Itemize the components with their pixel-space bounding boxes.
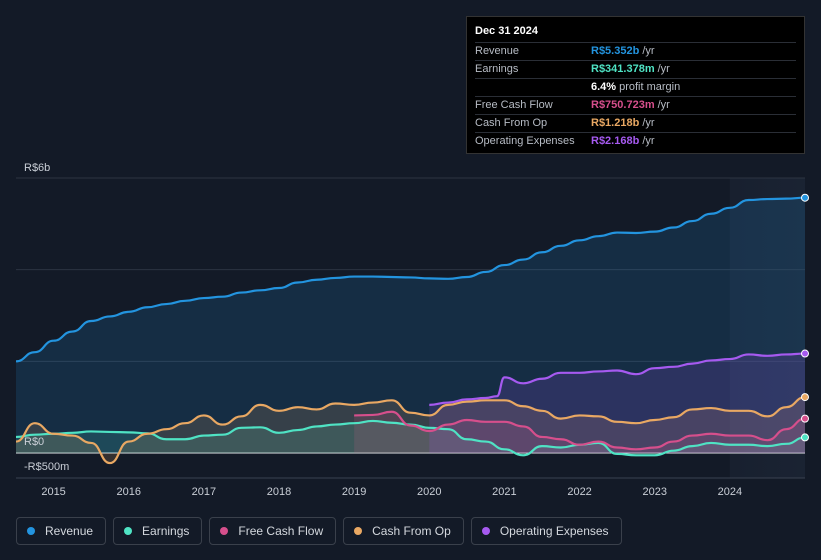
tooltip-row-label: Cash From Op <box>475 117 548 129</box>
legend-item-free-cash-flow[interactable]: Free Cash Flow <box>209 517 337 545</box>
tooltip-row-revenue: Revenue R$5.352b/yr <box>475 43 796 61</box>
tooltip-row-unit: /yr <box>657 63 670 75</box>
tooltip-row-value: R$1.218b <box>591 117 640 129</box>
tooltip-row-unit: /yr <box>657 99 670 111</box>
tooltip-row-unit: /yr <box>642 135 655 147</box>
legend-item-label: Operating Expenses <box>499 524 609 538</box>
x-tick-label: 2015 <box>41 486 65 498</box>
tooltip-row-unit: /yr <box>642 45 655 57</box>
operating-expenses-area <box>429 353 805 453</box>
earnings-endpoint <box>801 433 809 442</box>
cash-from-op-area <box>16 397 805 464</box>
revenue-area <box>16 197 805 453</box>
x-tick-label: 2017 <box>192 486 216 498</box>
free-cash-flow-line <box>354 410 806 451</box>
cash-from-op-line <box>15 395 806 465</box>
tooltip-row-unit: profit margin <box>619 81 681 93</box>
legend-item-label: Free Cash Flow <box>238 524 324 538</box>
legend-item-earnings[interactable]: Earnings <box>113 517 203 545</box>
legend-item-label: Earnings <box>142 524 190 538</box>
tooltip-row-label: Free Cash Flow <box>475 99 553 111</box>
tooltip-row-label <box>475 79 591 96</box>
legend-dot-icon <box>27 527 35 535</box>
y-label-bottom: -R$500m <box>24 461 69 473</box>
legend-dot-icon <box>481 527 490 535</box>
series-areas <box>16 197 805 464</box>
tooltip-row-earnings: Earnings R$341.378m/yr <box>475 61 796 79</box>
tooltip-row-cash-from-op: Cash From Op R$1.218b/yr <box>475 115 796 133</box>
cash-from-op-endpoint <box>801 393 809 402</box>
tooltip-row-label: Earnings <box>475 63 519 75</box>
x-tick-label: 2021 <box>492 486 516 498</box>
x-tick-label: 2019 <box>342 486 366 498</box>
y-label-zero: R$0 <box>24 436 44 448</box>
legend-dot-icon <box>220 527 229 535</box>
tooltip-row-value: R$2.168b <box>591 135 640 147</box>
free-cash-flow-endpoint <box>801 414 809 423</box>
tooltip-row-operating-expenses: Operating Expenses R$2.168b/yr <box>475 133 796 150</box>
x-tick-label: 2024 <box>718 486 742 498</box>
tooltip-date: Dec 31 2024 <box>475 25 796 43</box>
tooltip-row-profit-margin: 6.4% profit margin <box>475 79 796 97</box>
gridlines <box>16 177 805 479</box>
x-tick-label: 2016 <box>116 486 140 498</box>
x-axis-ticks: 2015 2016 2017 2018 2019 2020 2021 2022 2023 2024 <box>41 486 742 498</box>
x-tick-label: 2023 <box>642 486 666 498</box>
legend: Revenue Earnings Free Cash Flow Cash From O… <box>16 517 622 545</box>
tooltip-row-value: R$5.352b <box>591 45 640 57</box>
x-tick-label: 2020 <box>417 486 441 498</box>
x-tick-label: 2018 <box>267 486 291 498</box>
tooltip-row-label: Operating Expenses <box>475 135 575 147</box>
legend-dot-icon <box>124 527 133 535</box>
tooltip-row-free-cash-flow: Free Cash Flow R$750.723m/yr <box>475 97 796 115</box>
tooltip-row-value: R$341.378m <box>591 63 655 75</box>
revenue-endpoint <box>801 193 809 202</box>
legend-item-operating-expenses[interactable]: Operating Expenses <box>470 517 622 545</box>
tooltip-rows: Revenue R$5.352b/yr Earnings R$341.378m/yr 6… <box>475 43 796 150</box>
tooltip-row-unit: /yr <box>642 117 655 129</box>
tooltip: Dec 31 2024 Revenue R$5.352b/yr Earnings R$… <box>466 16 805 154</box>
operating-expenses-line <box>429 352 806 406</box>
tooltip-row-value: R$750.723m <box>591 99 655 111</box>
x-tick-label: 2022 <box>567 486 591 498</box>
legend-item-cash-from-op[interactable]: Cash From Op <box>343 517 464 545</box>
legend-item-label: Revenue <box>45 524 94 538</box>
legend-item-label: Cash From Op <box>372 524 451 538</box>
operating-expenses-endpoint <box>801 349 809 358</box>
series-lines <box>15 196 806 465</box>
tooltip-row-label: Revenue <box>475 45 520 57</box>
y-label-top: R$6b <box>24 162 50 174</box>
tooltip-row-value: 6.4% <box>591 81 617 93</box>
earnings-area <box>16 420 805 456</box>
free-cash-flow-area <box>354 411 805 453</box>
series-endpoints <box>801 193 809 442</box>
legend-item-revenue[interactable]: Revenue <box>16 517 107 545</box>
revenue-line <box>15 196 806 363</box>
legend-dot-icon <box>354 527 363 535</box>
